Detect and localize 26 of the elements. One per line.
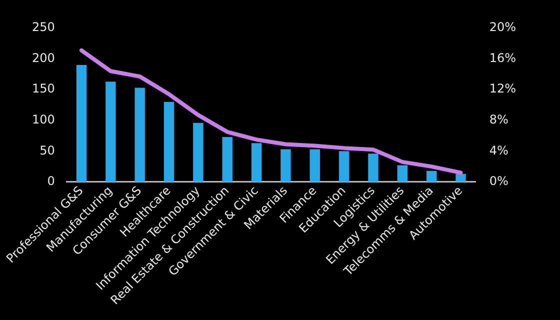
y-tick-label: 200 bbox=[32, 50, 55, 65]
bar bbox=[76, 64, 87, 182]
y-tick-label: 100 bbox=[32, 112, 55, 126]
bar bbox=[426, 170, 437, 182]
bar bbox=[397, 165, 408, 182]
y2-tick-label: 0% bbox=[489, 174, 508, 188]
bar bbox=[106, 82, 116, 182]
bar bbox=[280, 149, 291, 182]
y-tick-label: 150 bbox=[32, 82, 55, 96]
y2-tick-label: 8% bbox=[489, 112, 508, 126]
bar bbox=[310, 149, 320, 182]
bar bbox=[164, 102, 174, 182]
y-tick-label: 50 bbox=[40, 143, 55, 158]
bar bbox=[251, 143, 262, 182]
bar bbox=[368, 154, 378, 182]
bar bbox=[134, 88, 145, 182]
y2-tick-label: 16% bbox=[489, 50, 516, 65]
bar bbox=[193, 122, 204, 182]
y2-tick-label: 12% bbox=[489, 82, 516, 96]
y2-tick-label: 20% bbox=[489, 20, 516, 34]
bar bbox=[338, 151, 350, 182]
y-tick-label: 0 bbox=[47, 174, 55, 188]
y-tick-label: 250 bbox=[32, 20, 55, 34]
y2-tick-label: 4% bbox=[489, 143, 508, 158]
bar bbox=[222, 136, 232, 182]
bar bbox=[456, 174, 466, 182]
